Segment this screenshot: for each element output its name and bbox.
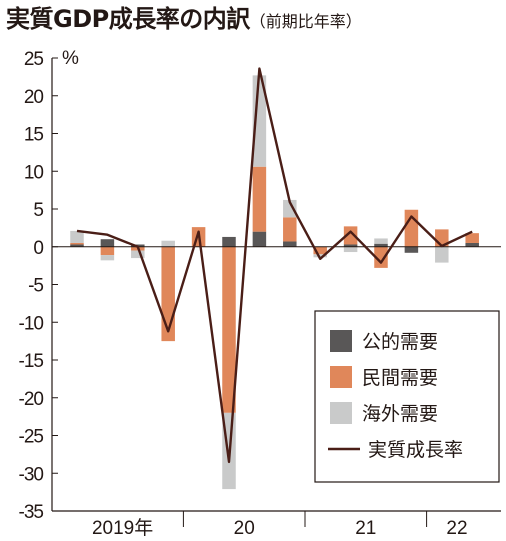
bar-segment: [222, 246, 236, 413]
bar-segment: [404, 246, 419, 253]
bar-segment: [283, 217, 297, 242]
bar-segment: [374, 238, 388, 244]
y-tick-label: 15: [24, 125, 44, 146]
bar-segment: [70, 244, 84, 247]
bar-segment: [100, 239, 115, 247]
y-tick-label: -10: [19, 313, 44, 334]
y-tick-label: -20: [19, 389, 44, 410]
y-tick-label: -5: [28, 276, 43, 297]
y-tick-label: 0: [33, 238, 43, 259]
bar-segment: [252, 231, 267, 247]
x-group-label: 20: [234, 518, 255, 539]
legend-label: 民間需要: [362, 368, 438, 389]
bar-segment: [343, 226, 358, 245]
bar-segment: [465, 242, 479, 247]
y-tick-label: 10: [24, 162, 44, 183]
y-tick-label: -30: [19, 464, 44, 485]
bar-segment: [374, 246, 388, 268]
bar-segment: [343, 246, 358, 253]
legend-label: 海外需要: [362, 403, 438, 425]
x-group-label: 2019年: [92, 517, 153, 539]
bar-segment: [283, 199, 297, 218]
legend-swatch: [330, 402, 352, 424]
axes: 25 20 15 10 5 0 -5 -10 -15 -20 -25 -30 -35% 2019年 20 21…: [19, 48, 501, 539]
bar-segment: [435, 246, 449, 263]
legend-label: 実質成長率: [368, 439, 463, 461]
bar-segment: [100, 255, 115, 261]
bar-segment: [161, 246, 175, 342]
chart-subtitle: （前期比年率）: [249, 12, 362, 31]
bar-segment: [313, 246, 327, 255]
bar-segment: [100, 246, 115, 256]
bar-segment: [313, 254, 327, 258]
y-tick-label: 20: [24, 87, 44, 108]
bar-segment: [374, 243, 388, 247]
bar-segment: [222, 236, 236, 247]
bar-segment: [252, 166, 267, 232]
bar-segment: [131, 250, 145, 259]
y-unit-label: %: [62, 48, 79, 69]
bar-segment: [465, 233, 479, 243]
y-tick-label: -15: [19, 351, 44, 372]
y-tick-label: 25: [24, 49, 44, 70]
growth-rate-line: [76, 67, 473, 464]
line-layer: [76, 67, 473, 464]
legend-label: 公的需要: [362, 331, 438, 353]
y-tick-label: -35: [19, 502, 44, 523]
y-tick-label: -25: [19, 427, 44, 448]
bar-segment: [343, 244, 358, 247]
bar-segment: [283, 241, 297, 247]
bar-segment: [70, 242, 84, 245]
bar-segment: [161, 240, 175, 247]
x-group-label: 21: [355, 518, 376, 539]
y-tick-label: 5: [33, 200, 43, 221]
x-group-label: 22: [446, 518, 467, 539]
chart-title: 実質GDP成長率の内訳（前期比年率）: [6, 2, 362, 39]
bar-segment: [70, 230, 84, 243]
legend-swatch: [330, 366, 352, 388]
legend-swatch: [330, 330, 352, 352]
chart-title-main: 実質GDP成長率の内訳: [6, 5, 250, 33]
